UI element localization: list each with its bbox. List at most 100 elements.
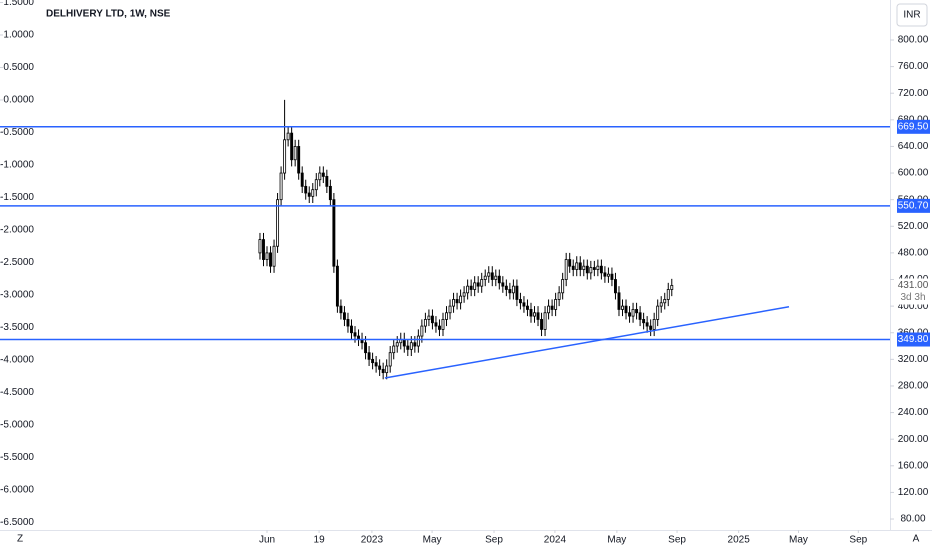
candle-body bbox=[452, 299, 456, 307]
candle-body bbox=[543, 312, 547, 330]
candle-body bbox=[578, 262, 582, 270]
y-tick-label: 80.00 bbox=[900, 514, 925, 525]
candle-body bbox=[328, 185, 332, 201]
chart-title: DELHIVERY LTD, 1W, NSE bbox=[46, 9, 171, 20]
candle-body bbox=[663, 299, 667, 304]
candle-body bbox=[258, 239, 262, 254]
candle-body bbox=[409, 342, 413, 350]
currency-box[interactable] bbox=[896, 3, 928, 27]
candle-body bbox=[536, 312, 540, 320]
candle-body bbox=[430, 315, 434, 324]
candle-body bbox=[592, 267, 596, 270]
price-label: 550.70 bbox=[898, 200, 929, 211]
candle-body bbox=[582, 265, 586, 270]
candle-body bbox=[438, 325, 441, 330]
candle-body bbox=[293, 146, 297, 161]
candle-body bbox=[466, 285, 470, 294]
candle-body bbox=[445, 312, 448, 320]
last-price-box bbox=[897, 278, 930, 305]
candle-body bbox=[490, 272, 494, 280]
candle-body bbox=[631, 309, 635, 317]
candle-body bbox=[614, 279, 617, 294]
candle-body bbox=[265, 252, 269, 260]
x-tick-label: 2023 bbox=[361, 535, 384, 546]
candle-body bbox=[540, 319, 544, 330]
candle-body bbox=[339, 305, 343, 314]
candle-body bbox=[649, 325, 653, 330]
candle-body bbox=[353, 332, 357, 337]
candle-body bbox=[628, 312, 631, 317]
y-tick-label: 280.00 bbox=[898, 381, 929, 392]
candle-body bbox=[276, 199, 280, 247]
candle-body bbox=[416, 335, 420, 347]
y2-tick-label: -5.0000 bbox=[0, 420, 34, 431]
y2-tick-label: -2.0000 bbox=[0, 225, 34, 236]
y2-tick-label: -0.5000 bbox=[0, 127, 34, 138]
candle-body bbox=[550, 305, 554, 310]
candle-body bbox=[656, 305, 660, 320]
candle-body bbox=[518, 299, 522, 304]
candle-body bbox=[269, 252, 272, 267]
trendline bbox=[384, 306, 790, 379]
candle-body bbox=[441, 319, 445, 330]
y-tick-label: 720.00 bbox=[898, 88, 929, 99]
candle-body bbox=[402, 338, 406, 347]
candle-body bbox=[621, 305, 624, 310]
y-tick-label: 520.00 bbox=[898, 221, 929, 232]
candle-body bbox=[364, 342, 368, 354]
candle-body bbox=[659, 302, 663, 307]
y-tick-label: 320.00 bbox=[898, 354, 929, 365]
candle-body bbox=[589, 267, 593, 274]
candle-body bbox=[378, 365, 382, 370]
x-tick-label: Jun bbox=[259, 535, 275, 546]
y-tick-label: 160.00 bbox=[898, 460, 929, 471]
y2-tick-label: -6.5000 bbox=[0, 517, 34, 528]
candle-body bbox=[342, 312, 346, 320]
candle-body bbox=[568, 259, 572, 267]
price-label-box bbox=[897, 332, 930, 347]
candle-body bbox=[297, 146, 301, 174]
x-tick-label: May bbox=[607, 535, 626, 546]
candle-body bbox=[610, 273, 614, 280]
candle-body bbox=[374, 362, 378, 367]
candle-body bbox=[346, 319, 350, 327]
corner-icon[interactable]: A bbox=[913, 534, 920, 545]
candle-body bbox=[652, 319, 656, 330]
candle-body bbox=[290, 132, 294, 161]
candle-body bbox=[367, 352, 371, 360]
price-label-box bbox=[897, 198, 930, 213]
candle-body bbox=[599, 265, 603, 274]
candle-body bbox=[497, 275, 501, 284]
candle-body bbox=[395, 342, 399, 347]
candle-body bbox=[585, 265, 589, 274]
x-tick-label: 2025 bbox=[728, 535, 751, 546]
candle-body bbox=[617, 292, 621, 310]
candle-body bbox=[606, 273, 610, 277]
x-tick-label: May bbox=[423, 535, 442, 546]
candle-body bbox=[304, 185, 308, 194]
candle-body bbox=[307, 192, 311, 197]
y2-tick-label: -3.0000 bbox=[0, 290, 34, 301]
candle-body bbox=[480, 279, 484, 287]
currency[interactable]: INR bbox=[903, 10, 920, 21]
candle-body bbox=[645, 322, 649, 327]
price-label: 349.80 bbox=[898, 334, 929, 345]
candle-body bbox=[596, 265, 600, 270]
candle-body bbox=[423, 319, 427, 327]
corner-icon[interactable]: Z bbox=[17, 534, 23, 545]
candle-body bbox=[564, 259, 568, 280]
candle-body bbox=[575, 262, 579, 270]
candle-body bbox=[666, 289, 670, 300]
y-tick-label: 800.00 bbox=[898, 35, 929, 46]
candle-body bbox=[504, 285, 508, 290]
candle-body bbox=[462, 292, 466, 297]
candle-body bbox=[427, 315, 431, 320]
candle-body bbox=[413, 342, 417, 347]
candle-body bbox=[332, 199, 336, 267]
y-tick-label: 240.00 bbox=[898, 407, 929, 418]
y-tick-label: 600.00 bbox=[898, 168, 929, 179]
y2-tick-label: 1.0000 bbox=[3, 30, 34, 41]
candle-body bbox=[469, 285, 473, 290]
